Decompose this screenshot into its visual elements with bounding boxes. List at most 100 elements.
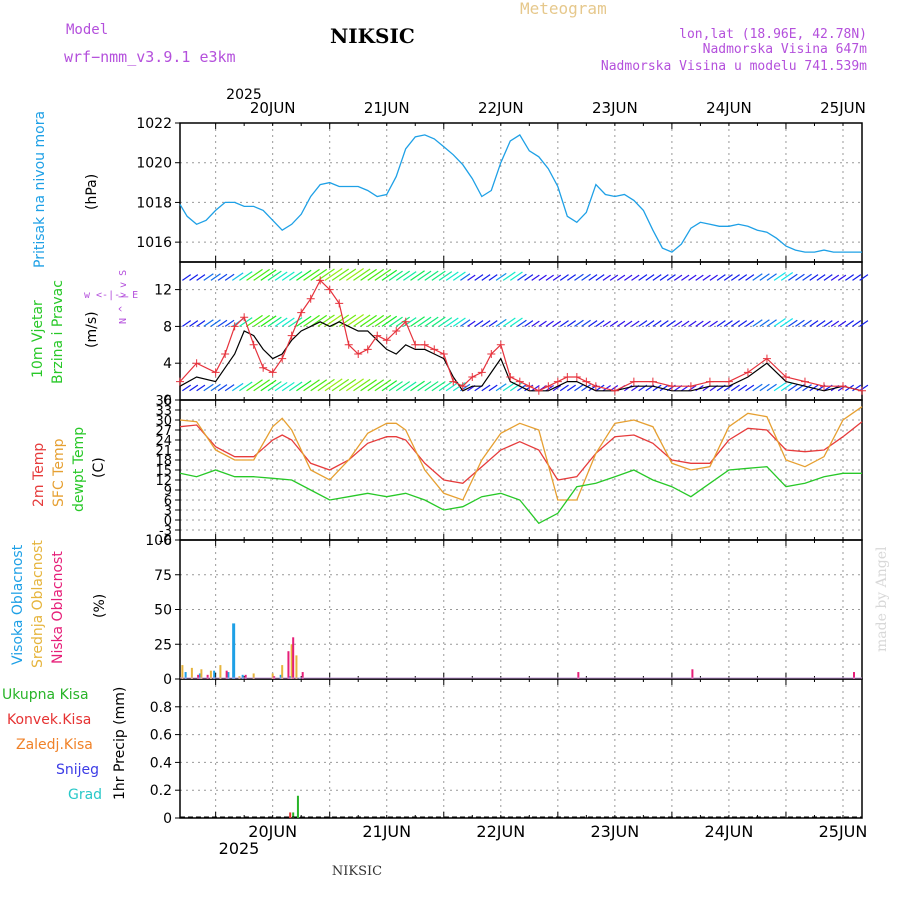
wind-barb bbox=[281, 317, 295, 327]
wind-barb bbox=[730, 320, 740, 327]
pressure-unit: (hPa) bbox=[84, 174, 100, 210]
wind-barb bbox=[288, 317, 303, 327]
gust-marker bbox=[591, 382, 600, 391]
wind-barb bbox=[802, 319, 812, 327]
gust-marker bbox=[610, 386, 619, 395]
pressure-line bbox=[179, 133, 862, 253]
precip-bar bbox=[289, 812, 292, 818]
top-day-label: 20JUN bbox=[250, 99, 296, 117]
gust-marker bbox=[838, 382, 847, 391]
wind-barb bbox=[702, 320, 711, 327]
wind-barb bbox=[346, 378, 364, 392]
gust-marker bbox=[382, 336, 391, 345]
wind-barb bbox=[588, 320, 598, 327]
wind-barb bbox=[203, 319, 214, 327]
meteogram-subtitle: Meteogram bbox=[520, 0, 607, 18]
wind-barb bbox=[403, 271, 417, 281]
compass-ns: N ^ | v S bbox=[118, 270, 129, 324]
wind-barb bbox=[403, 381, 417, 392]
wind-barb bbox=[424, 316, 439, 327]
wind-barb bbox=[474, 320, 484, 327]
cloud-bar bbox=[290, 644, 293, 679]
wind-barb bbox=[816, 274, 826, 281]
gust-marker bbox=[240, 313, 249, 322]
wind-barb bbox=[566, 274, 576, 281]
wind-barb bbox=[709, 274, 718, 281]
gust-marker bbox=[401, 317, 410, 326]
y-tick-label: 0 bbox=[163, 811, 172, 827]
wind-barb bbox=[602, 274, 612, 281]
cloud-bar bbox=[292, 637, 295, 679]
wind-barb bbox=[688, 320, 697, 327]
wind-barb bbox=[716, 274, 726, 281]
wind-barb bbox=[552, 320, 562, 327]
wind-barb bbox=[481, 274, 491, 281]
wind-barb bbox=[509, 271, 523, 281]
wind-barb bbox=[759, 383, 770, 392]
panel-0: 1016 1018 1020 1022 bbox=[136, 116, 863, 263]
wind-barb bbox=[296, 315, 312, 327]
wind-barb bbox=[688, 274, 697, 281]
cloud-bar bbox=[225, 670, 228, 679]
model-label: Model bbox=[66, 22, 108, 38]
watermark: made by Angel bbox=[874, 546, 890, 652]
wind-barb bbox=[331, 378, 350, 392]
wind-barb bbox=[531, 274, 540, 281]
gust-marker bbox=[316, 276, 325, 285]
gust-marker bbox=[629, 377, 638, 386]
wind-barb bbox=[845, 274, 855, 281]
precip-unit: 1hr Precip (mm) bbox=[112, 687, 128, 800]
wind-gust-line bbox=[179, 279, 863, 392]
wind-barb bbox=[645, 320, 655, 327]
y-tick-label: 100 bbox=[145, 533, 172, 549]
wind-barb bbox=[445, 317, 459, 327]
wind-barb bbox=[730, 384, 740, 392]
wind-barb bbox=[745, 320, 755, 327]
top-year-label: 2025 bbox=[226, 87, 262, 103]
bottom-day-label: 22JUN bbox=[476, 822, 525, 841]
wind-barb bbox=[759, 319, 770, 327]
wind-barb bbox=[324, 314, 343, 327]
y-tick-label: 12 bbox=[154, 283, 172, 299]
dewpoint-line bbox=[179, 466, 862, 525]
wind-barb bbox=[502, 317, 516, 327]
bottom-day-label: 24JUN bbox=[705, 822, 754, 841]
wind-barb bbox=[852, 384, 862, 392]
wind-barb bbox=[210, 383, 221, 392]
gust-marker bbox=[363, 345, 372, 354]
wind-barb bbox=[638, 320, 648, 327]
precip-bar bbox=[296, 795, 299, 818]
wind-barb bbox=[574, 319, 584, 327]
wind-barb bbox=[566, 320, 576, 327]
wind-barb bbox=[410, 316, 425, 327]
wind-barb bbox=[438, 381, 453, 392]
wind-barb bbox=[460, 319, 471, 327]
gust-marker bbox=[259, 363, 268, 372]
cloud-bar bbox=[852, 672, 855, 679]
gust-marker bbox=[858, 386, 866, 395]
wind-barb bbox=[367, 268, 385, 281]
wind-barb bbox=[353, 314, 371, 327]
wind-barb bbox=[317, 314, 335, 327]
wind-barb bbox=[837, 274, 847, 281]
wind-barb bbox=[695, 274, 704, 281]
wind-barb bbox=[773, 271, 786, 281]
wind-barb bbox=[773, 382, 786, 392]
gust-marker bbox=[477, 368, 486, 377]
wind-barb bbox=[217, 319, 228, 327]
wind-barb bbox=[673, 274, 683, 281]
wind-barb bbox=[495, 383, 507, 392]
wind-barb bbox=[517, 319, 527, 327]
gust-marker bbox=[344, 340, 353, 349]
cloud-bar bbox=[219, 665, 222, 679]
wind-barb bbox=[666, 274, 676, 281]
wind-barb bbox=[787, 384, 798, 392]
gust-marker bbox=[268, 368, 277, 377]
wind-barb bbox=[196, 274, 206, 281]
bottom-day-label: 20JUN bbox=[248, 822, 297, 841]
precip-snow-label: Snijeg bbox=[56, 762, 99, 778]
cloud-bar bbox=[577, 672, 580, 679]
wind-barb bbox=[417, 270, 432, 281]
wind-barb bbox=[346, 268, 364, 281]
